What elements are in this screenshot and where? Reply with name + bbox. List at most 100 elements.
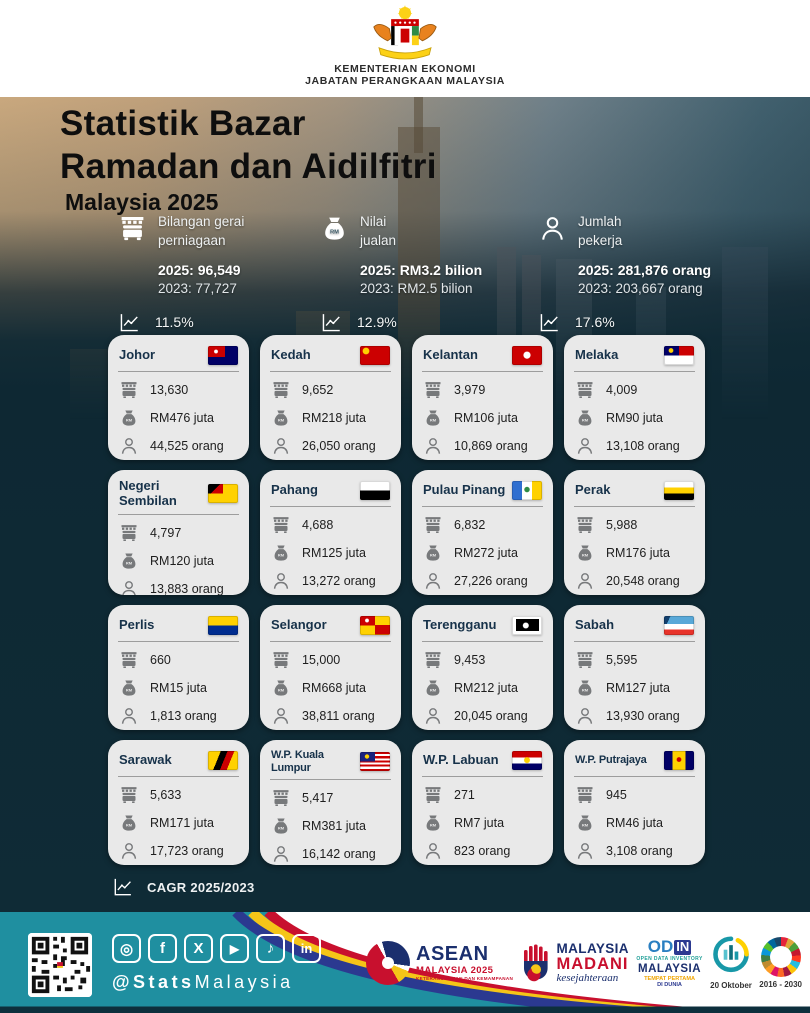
sales-value: RM90 juta bbox=[606, 411, 663, 425]
stalls-value: 945 bbox=[606, 788, 627, 802]
title-line-1: Statistik Bazar bbox=[60, 104, 306, 143]
stat-workers: Jumlah pekerja 2025: 281,876 orang 2023: … bbox=[538, 213, 740, 334]
youtube-glyph: ▶ bbox=[229, 941, 240, 956]
stall-icon bbox=[423, 785, 443, 805]
handle-light: Malaysia bbox=[194, 972, 294, 992]
instagram-icon[interactable]: ◎ bbox=[112, 934, 141, 963]
tiktok-icon[interactable]: ♪ bbox=[256, 934, 285, 963]
growth-chart-icon bbox=[538, 311, 561, 334]
asean-subtitle: MALAYSIA 2025 bbox=[416, 964, 494, 976]
stalls-value: 5,633 bbox=[150, 788, 182, 802]
stall-icon bbox=[575, 650, 595, 670]
stall-icon bbox=[575, 515, 595, 535]
madani-script: kesejahteraan bbox=[556, 972, 619, 984]
header: KEMENTERIAN EKONOMI JABATAN PERANGKAAN M… bbox=[0, 0, 810, 97]
sales-value: RM15 juta bbox=[150, 681, 207, 695]
social-handle: @StatsMalaysia bbox=[112, 972, 294, 993]
state-name: Kelantan bbox=[423, 346, 478, 362]
growth-chart-icon bbox=[112, 876, 134, 898]
odin-line3: TEMPAT PERTAMA bbox=[644, 975, 696, 982]
state-card-selangor: Selangor 15,000 RM668 juta 38,811 orang bbox=[260, 605, 401, 730]
workers-value: 1,813 orang bbox=[150, 709, 217, 723]
stat-label: Nilai bbox=[360, 214, 387, 229]
sdg-wheel-icon bbox=[760, 937, 801, 977]
state-name: Melaka bbox=[575, 346, 619, 362]
state-card-sabah: Sabah 5,595 RM127 juta 13,930 orang bbox=[564, 605, 705, 730]
odin-in: IN bbox=[674, 938, 692, 955]
stall-icon bbox=[119, 785, 139, 805]
kelantan-flag-icon bbox=[512, 345, 542, 365]
partner-logos: ASEAN MALAYSIA 2025 KETERANGKUMAN DAN KE… bbox=[366, 922, 802, 1004]
asean-2025-logo: ASEAN MALAYSIA 2025 KETERANGKUMAN DAN KE… bbox=[366, 941, 513, 985]
money-bag-icon bbox=[320, 214, 349, 243]
sales-value: RM668 juta bbox=[302, 681, 366, 695]
cagr-footnote: CAGR 2025/2023 bbox=[112, 876, 255, 898]
stat-label: jualan bbox=[360, 232, 397, 248]
person-icon bbox=[423, 571, 443, 591]
state-name: Sarawak bbox=[119, 751, 172, 767]
person-icon bbox=[423, 436, 443, 456]
sales-value: RM381 juta bbox=[302, 819, 366, 834]
linkedin-icon[interactable]: in bbox=[292, 934, 321, 963]
x-icon[interactable]: X bbox=[184, 934, 213, 963]
person-icon bbox=[271, 436, 291, 456]
statistics-day-icon bbox=[713, 936, 749, 973]
stat-value-2025: 2025: RM3.2 bilion bbox=[360, 261, 483, 278]
linkedin-glyph: in bbox=[300, 941, 313, 956]
stall-icon bbox=[119, 523, 139, 543]
workers-value: 27,226 orang bbox=[454, 574, 528, 588]
sabah-flag-icon bbox=[664, 615, 694, 635]
person-icon bbox=[119, 579, 139, 595]
person-icon bbox=[575, 571, 595, 591]
stat-label: perniagaan bbox=[158, 232, 226, 248]
state-card-kuala-lumpur: W.P. Kuala Lumpur 5,417 RM381 juta 16,14… bbox=[260, 740, 401, 865]
money-bag-icon bbox=[575, 813, 595, 833]
kedah-flag-icon bbox=[360, 345, 390, 365]
workers-value: 44,525 orang bbox=[150, 439, 224, 453]
person-icon bbox=[575, 706, 595, 726]
state-card-putrajaya: W.P. Putrajaya 945 RM46 juta 3,108 orang bbox=[564, 740, 705, 865]
melaka-flag-icon bbox=[664, 345, 694, 365]
person-icon bbox=[119, 841, 139, 861]
x-glyph: X bbox=[193, 940, 204, 957]
state-name: Negeri Sembilan bbox=[119, 478, 177, 508]
department-name: JABATAN PERANGKAAN MALAYSIA bbox=[305, 75, 505, 87]
stalls-value: 9,652 bbox=[302, 383, 334, 397]
workers-value: 823 orang bbox=[454, 844, 511, 858]
person-icon bbox=[271, 571, 291, 591]
perak-flag-icon bbox=[664, 480, 694, 500]
perlis-flag-icon bbox=[208, 615, 238, 635]
facebook-icon[interactable]: f bbox=[148, 934, 177, 963]
stat-sales: Nilai jualan 2025: RM3.2 bilion 2023: RM2… bbox=[320, 213, 538, 334]
state-name: Terengganu bbox=[423, 616, 497, 632]
handle-bold: @Stats bbox=[112, 972, 195, 992]
madani-hand-icon bbox=[523, 944, 548, 982]
odin-od: OD bbox=[647, 937, 674, 957]
money-bag-icon bbox=[271, 816, 291, 836]
sales-value: RM46 juta bbox=[606, 816, 663, 830]
person-icon bbox=[119, 706, 139, 726]
state-card-kedah: Kedah 9,652 RM218 juta 26,050 orang bbox=[260, 335, 401, 460]
instagram-glyph: ◎ bbox=[119, 940, 134, 958]
workers-value: 20,045 orang bbox=[454, 709, 528, 723]
workers-value: 20,548 orang bbox=[606, 574, 680, 588]
sarawak-flag-icon bbox=[208, 750, 238, 770]
person-icon bbox=[271, 844, 291, 864]
stall-icon bbox=[423, 380, 443, 400]
stall-icon bbox=[575, 380, 595, 400]
state-name: Pulau Pinang bbox=[423, 481, 506, 497]
stalls-value: 15,000 bbox=[302, 653, 341, 667]
sdg-caption: 2016 - 2030 bbox=[759, 980, 802, 989]
stat-label: Jumlah bbox=[578, 214, 622, 229]
youtube-icon[interactable]: ▶ bbox=[220, 934, 249, 963]
state-name: Kedah bbox=[271, 346, 311, 362]
ministry-name: KEMENTERIAN EKONOMI bbox=[334, 63, 476, 75]
statistics-day-caption: 20 Oktober bbox=[710, 981, 752, 990]
stalls-value: 6,832 bbox=[454, 518, 486, 532]
qr-code bbox=[28, 933, 92, 997]
odin-line4: DI DUNIA bbox=[657, 982, 682, 989]
social-icons: ◎ f X ▶ ♪ in bbox=[112, 934, 321, 963]
sales-value: RM120 juta bbox=[150, 553, 214, 568]
stat-label: Bilangan gerai bbox=[158, 214, 245, 229]
madani-line1: MALAYSIA bbox=[556, 941, 629, 956]
